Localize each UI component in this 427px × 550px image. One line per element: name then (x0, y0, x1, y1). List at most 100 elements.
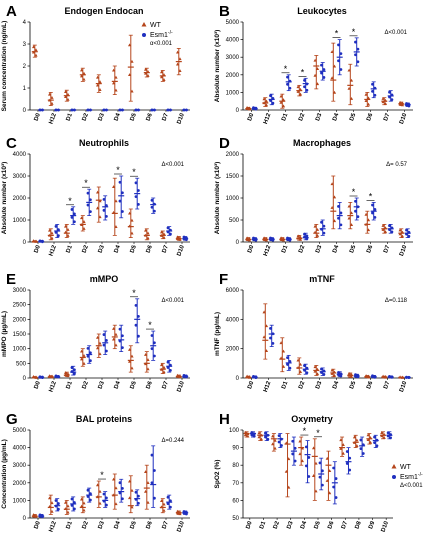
data-point-circle (105, 204, 108, 207)
data-point-circle (150, 481, 154, 485)
series-wt (243, 430, 386, 501)
significance-star: * (100, 470, 104, 480)
y-tick-label: 2 (23, 64, 27, 70)
data-point-triangle (160, 70, 164, 74)
data-point-triangle (80, 223, 84, 227)
data-point-circle (321, 469, 324, 473)
data-point-circle (322, 224, 326, 228)
panel-letter: B (219, 3, 230, 20)
data-point-circle (288, 366, 292, 370)
data-point-triangle (146, 481, 150, 484)
data-point-triangle (349, 211, 354, 215)
x-tick-label: D7 (383, 380, 391, 390)
data-point-circle (54, 224, 58, 228)
data-point-triangle (332, 195, 337, 199)
series-wt (31, 177, 182, 243)
data-point-triangle (128, 359, 132, 363)
data-point-triangle (178, 237, 182, 241)
data-point-triangle (332, 219, 337, 223)
data-point-triangle (383, 375, 388, 379)
data-point-circle (332, 485, 336, 489)
data-point-triangle (80, 349, 84, 353)
data-point-circle (337, 43, 340, 47)
series-esm1 (38, 175, 189, 244)
significance-star: * (316, 428, 320, 438)
data-point-triangle (279, 341, 283, 345)
data-point-triangle (298, 362, 303, 366)
data-point-circle (118, 327, 122, 331)
data-point-circle (307, 456, 311, 459)
data-point-triangle (34, 48, 38, 52)
data-point-circle (339, 211, 343, 215)
data-point-triangle (264, 349, 269, 353)
data-point-circle (303, 364, 306, 368)
data-point-circle (102, 333, 106, 336)
data-point-circle (305, 88, 309, 92)
data-point-triangle (298, 452, 302, 456)
data-point-triangle (315, 227, 320, 231)
data-point-triangle (64, 507, 68, 511)
data-point-triangle (66, 97, 70, 101)
x-tick-label: H12 (263, 380, 273, 393)
data-point-circle (70, 366, 74, 369)
data-point-triangle (298, 370, 303, 373)
data-point-triangle (298, 87, 303, 91)
data-point-circle (361, 443, 365, 447)
x-tick-label: D4 (114, 244, 122, 254)
data-point-triangle (98, 341, 102, 345)
data-point-triangle (381, 227, 385, 231)
data-point-triangle (112, 81, 116, 85)
data-point-triangle (146, 358, 150, 362)
y-tick-label: 2000 (13, 317, 27, 323)
data-point-triangle (48, 375, 52, 378)
data-point-triangle (398, 100, 402, 104)
data-point-triangle (380, 431, 384, 435)
y-tick-label: 2000 (13, 196, 27, 202)
data-point-circle (320, 227, 323, 231)
chart-title: Neutrophils (79, 138, 129, 148)
data-point-triangle (349, 78, 354, 82)
y-tick-label: 0 (236, 108, 240, 114)
x-tick-label: D3 (98, 244, 106, 254)
data-point-circle (334, 496, 338, 499)
data-point-triangle (176, 509, 180, 513)
data-point-triangle (144, 352, 148, 356)
x-tick-label: D7 (162, 380, 170, 390)
y-tick-label: 0 (23, 516, 27, 522)
data-point-triangle (313, 224, 317, 228)
y-tick-label: 3000 (13, 463, 27, 469)
data-point-circle (407, 230, 411, 234)
data-point-circle (121, 210, 124, 213)
y-tick-label: 5000 (226, 20, 240, 26)
data-point-triangle (364, 212, 368, 216)
data-point-triangle (381, 100, 385, 104)
data-point-circle (303, 85, 306, 89)
data-point-circle (153, 354, 156, 358)
data-point-triangle (279, 356, 283, 360)
legend-wt-label: WT (400, 464, 412, 471)
data-point-circle (318, 461, 322, 465)
legend-wt-marker (141, 22, 147, 27)
data-point-circle (121, 497, 124, 501)
significance-star: * (68, 196, 72, 206)
data-point-circle (305, 371, 309, 375)
data-point-triangle (273, 446, 277, 450)
data-point-circle (354, 199, 357, 203)
data-point-triangle (130, 366, 134, 370)
series-wt (31, 324, 182, 379)
x-tick-label: D6 (146, 244, 154, 254)
data-point-circle (271, 101, 275, 105)
x-tick-label: D0 (245, 520, 253, 530)
data-point-triangle (50, 509, 54, 513)
data-point-triangle (128, 479, 132, 483)
data-point-circle (54, 230, 58, 234)
data-point-triangle (349, 373, 354, 376)
data-point-triangle (366, 96, 371, 100)
data-point-triangle (34, 515, 38, 518)
data-point-triangle (383, 230, 388, 234)
y-tick-label: 2000 (226, 152, 240, 158)
data-point-circle (57, 507, 60, 511)
data-point-circle (105, 496, 108, 500)
data-point-triangle (264, 238, 269, 242)
